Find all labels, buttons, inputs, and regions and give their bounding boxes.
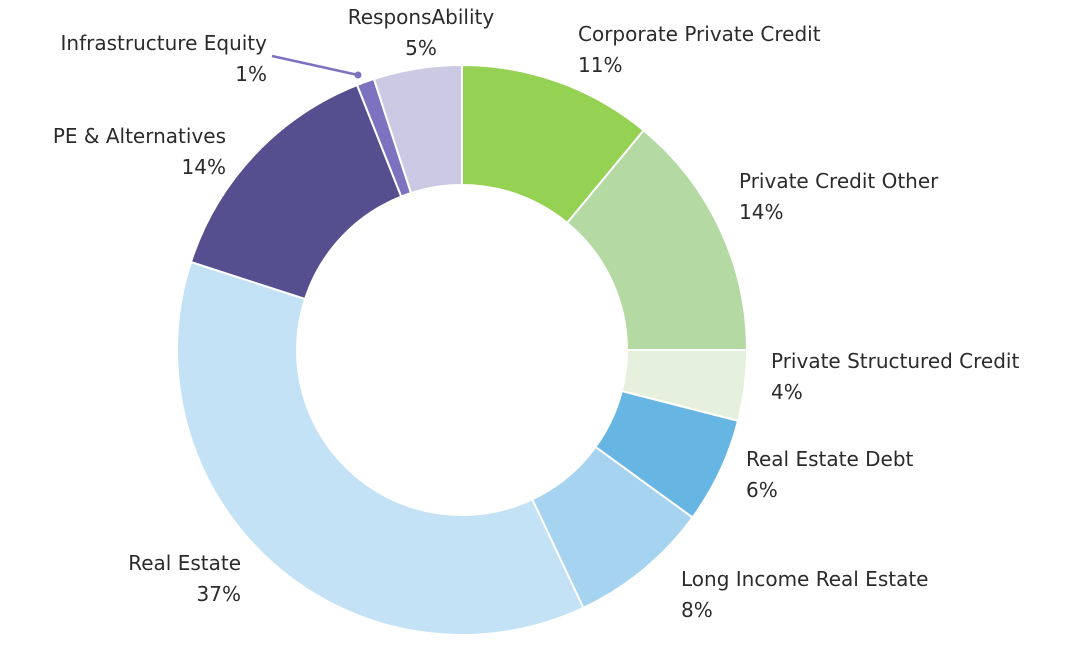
- label-long-income-real-estate: Long Income Real Estate 8%: [681, 564, 928, 626]
- slice-value: 5%: [405, 36, 437, 60]
- slice-value: 14%: [739, 200, 784, 224]
- label-real-estate-debt: Real Estate Debt 6%: [746, 444, 913, 506]
- slice-label: PE & Alternatives: [52, 124, 226, 148]
- slice-value: 1%: [235, 62, 267, 86]
- label-private-structured-credit: Private Structured Credit 4%: [771, 346, 1019, 408]
- label-real-estate: Real Estate 37%: [128, 548, 241, 610]
- slice-value: 4%: [771, 380, 803, 404]
- slice-label: Corporate Private Credit: [578, 22, 821, 46]
- label-infrastructure-equity: Infrastructure Equity 1%: [61, 28, 267, 90]
- slice-label: Real Estate Debt: [746, 447, 914, 471]
- leader-line-infrastructure-equity: [271, 54, 359, 77]
- slice-value: 14%: [181, 155, 226, 179]
- leader-dot-infrastructure-equity: [354, 71, 362, 79]
- label-pe-alternatives: PE & Alternatives 14%: [53, 121, 226, 183]
- slice-value: 8%: [681, 598, 713, 622]
- slice-label: Real Estate: [128, 551, 241, 575]
- slice-label: Long Income Real Estate: [681, 567, 929, 591]
- slice-label: Private Structured Credit: [771, 349, 1020, 373]
- slice-value: 11%: [578, 53, 623, 77]
- slice-label: Infrastructure Equity: [60, 31, 267, 55]
- slice-label: ResponsAbility: [347, 5, 495, 29]
- slice-real-estate: [176, 260, 585, 636]
- slice-value: 6%: [746, 478, 778, 502]
- slice-responsability: [372, 63, 463, 195]
- label-responsability: ResponsAbility 5%: [336, 2, 506, 64]
- slice-value: 37%: [196, 582, 241, 606]
- label-corporate-private-credit: Corporate Private Credit 11%: [578, 19, 821, 81]
- label-private-credit-other: Private Credit Other 14%: [739, 166, 938, 228]
- slice-label: Private Credit Other: [739, 169, 939, 193]
